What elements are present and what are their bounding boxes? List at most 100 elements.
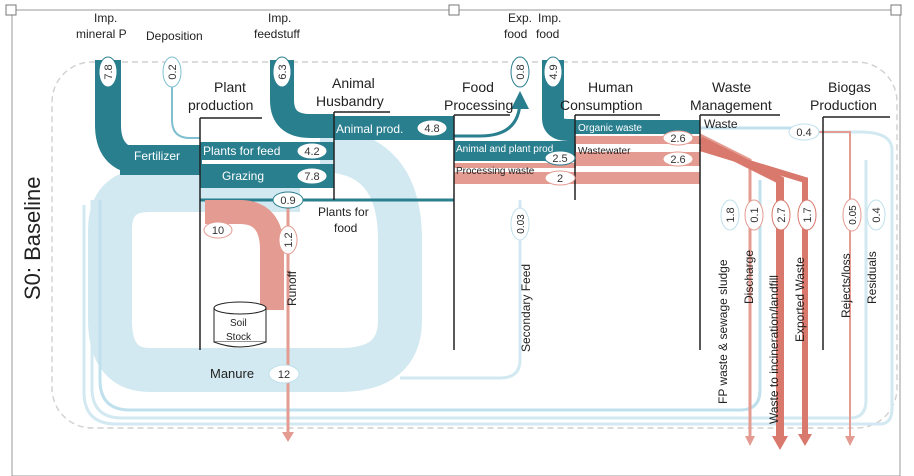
runoff-label: Runoff — [285, 270, 299, 306]
deposition-flow — [171, 60, 200, 139]
imp-food-label: Imp. food — [536, 11, 561, 41]
animal-and-plant-prod-value-badge: 2.5 — [544, 150, 576, 166]
animal-and-plant-prod-label: Animal and plant prod. — [456, 144, 556, 155]
svg-text:7.8: 7.8 — [103, 64, 115, 79]
svg-text:7.8: 7.8 — [304, 171, 319, 183]
svg-text:4.8: 4.8 — [424, 123, 439, 135]
secondary-feed-label: Secondary Feed — [519, 264, 533, 352]
svg-text:1.8: 1.8 — [725, 207, 737, 222]
svg-text:0.4: 0.4 — [796, 127, 811, 139]
runoff-arrowhead — [282, 432, 294, 442]
fp-waste-sludge-label: FP waste & sewage sludge — [716, 259, 730, 404]
wastewater-label: Wastewater — [578, 146, 631, 157]
soil-stock-cylinder — [213, 301, 267, 348]
svg-text:1.7: 1.7 — [802, 207, 814, 222]
waste-to-incineration-value-badge: 2.7 — [771, 199, 791, 231]
svg-text:0.9: 0.9 — [280, 195, 295, 207]
manure-loop-flow — [88, 128, 422, 392]
stage-human-consumption: Human Consumption — [560, 79, 643, 113]
plants-for-feed-label: Plants for feed — [203, 144, 280, 158]
stage-biogas-production: Biogas Production — [810, 79, 877, 113]
svg-text:2.7: 2.7 — [776, 207, 788, 222]
rejects-arrowhead — [845, 436, 855, 446]
organic-waste-band — [575, 120, 700, 134]
exported-waste-flow — [699, 145, 808, 436]
residuals-value-badge: 0.4 — [866, 199, 886, 231]
organic-waste-salmon-band — [575, 136, 700, 144]
svg-text:12: 12 — [278, 369, 290, 381]
svg-text:2.6: 2.6 — [670, 154, 685, 166]
exp-food-value-badge: 0.8 — [510, 56, 530, 88]
svg-text:2.5: 2.5 — [552, 153, 567, 165]
p-accumulation-flow — [205, 200, 284, 310]
stage-animal-husbandry: Animal Husbandry — [316, 75, 384, 109]
exported-waste-value-badge: 1.7 — [797, 199, 817, 231]
resize-handle-top-center[interactable] — [448, 4, 460, 16]
secondary-feed-value-badge: 0.03 — [510, 207, 530, 241]
svg-text:0.8: 0.8 — [515, 64, 527, 79]
imp-feedstuff-value-badge: 6.3 — [272, 56, 292, 88]
svg-text:2: 2 — [557, 173, 563, 185]
animal-plant-salmon-band — [454, 163, 576, 168]
residuals-label: Residuals — [865, 251, 879, 304]
manure-value-badge: 12 — [268, 364, 300, 384]
svg-text:2.6: 2.6 — [670, 133, 685, 145]
discharge-arrowhead — [745, 436, 755, 446]
plants-for-feed-value-badge: 4.2 — [296, 142, 328, 160]
stage-waste-management: Waste Management — [690, 79, 772, 113]
exp-food-flow — [454, 91, 529, 138]
imp-food-value-badge: 4.9 — [543, 56, 563, 88]
svg-text:0.1: 0.1 — [749, 207, 761, 222]
organic-waste-label: Organic waste — [578, 123, 642, 134]
imp-mineral-p-value-badge: 7.8 — [98, 56, 118, 88]
exported-waste-arrowhead — [798, 434, 812, 446]
resize-handle-top-left[interactable] — [5, 4, 17, 16]
waste-management-box — [699, 114, 780, 350]
discharge-label: Discharge — [742, 250, 756, 304]
residuals-return-flow — [90, 160, 868, 420]
svg-text:0.05: 0.05 — [848, 205, 859, 225]
exported-waste-label: Exported Waste — [793, 257, 807, 342]
system-boundary — [51, 61, 898, 429]
animal-prod-value-badge: 4.8 — [416, 119, 448, 137]
plants-for-food-value-badge: 0.9 — [272, 191, 304, 209]
plant-production-box — [199, 117, 262, 350]
deposition-label: Deposition — [146, 29, 203, 43]
food-processing-box — [453, 114, 510, 350]
waste-value-badge: 0.4 — [788, 123, 820, 141]
grazing-value-badge: 7.8 — [296, 167, 328, 185]
deposition-value-badge: 0.2 — [162, 56, 182, 88]
rejects-loss-label: Rejects/loss — [839, 253, 853, 318]
waste-return-flow — [98, 180, 762, 412]
processing-waste-label: Processing waste — [456, 166, 535, 177]
stage-food-processing: Food Processing — [444, 79, 513, 113]
rejects-loss-value-badge: 0.05 — [842, 198, 862, 232]
biogas-production-box — [822, 116, 890, 350]
svg-text:0.2: 0.2 — [167, 64, 179, 79]
waste-to-incineration-label: Waste to incineration/landfill — [767, 275, 781, 424]
animal-prod-label: Animal prod. — [336, 122, 403, 136]
grazing-label: Grazing — [222, 169, 264, 183]
fertilizer-band — [120, 145, 202, 175]
scenario-title: S0: Baseline — [20, 176, 45, 300]
organic-waste-value-badge: 2.6 — [662, 130, 694, 146]
fertilizer-label: Fertilizer — [134, 149, 180, 163]
svg-text:4.2: 4.2 — [304, 146, 319, 158]
imp-feedstuff-flow — [270, 60, 334, 138]
soil-stock-label: Soil Stock — [226, 318, 252, 343]
imp-food-flow — [542, 60, 575, 141]
animal-husbandry-box — [333, 111, 390, 200]
discharge-value-badge: 0.1 — [744, 199, 764, 231]
fp-waste-sludge-value-badge: 1.8 — [720, 199, 740, 231]
svg-text:10: 10 — [212, 225, 224, 237]
svg-text:4.9: 4.9 — [548, 64, 560, 79]
wastewater-value-badge: 2.6 — [662, 151, 694, 167]
biogas-return-flow — [82, 130, 894, 426]
resize-handle-top-right[interactable] — [890, 4, 902, 16]
svg-text:6.3: 6.3 — [277, 64, 289, 79]
waste-label: Waste — [704, 117, 738, 131]
exp-food-label: Exp. food — [504, 11, 532, 41]
svg-text:1.2: 1.2 — [283, 232, 295, 247]
secondary-feed-flow — [400, 200, 522, 380]
